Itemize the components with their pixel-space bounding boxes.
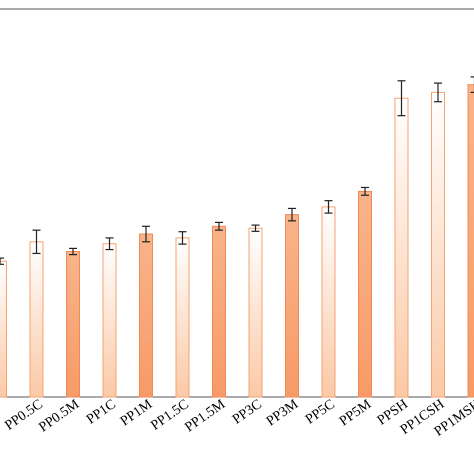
x-tick-label: PP5M xyxy=(337,397,375,430)
bar-pp0-5c xyxy=(29,241,44,398)
bar-pp5c xyxy=(321,206,336,398)
error-bars-group xyxy=(0,76,474,265)
bar-pp3c xyxy=(248,227,263,398)
error-bar xyxy=(142,225,150,243)
bar-pp0-5m xyxy=(66,251,80,398)
error-bar xyxy=(178,231,187,245)
bar-pp1csh xyxy=(431,91,445,398)
error-bar xyxy=(0,257,4,265)
error-bar xyxy=(361,186,369,196)
error-bar xyxy=(470,76,474,94)
x-tick-label: PP3C xyxy=(230,397,265,428)
bar-ppsh xyxy=(394,97,409,398)
bar-first xyxy=(0,260,7,398)
x-tick-label: PP0.5M xyxy=(36,397,82,436)
error-bar xyxy=(251,224,260,232)
error-bar xyxy=(69,247,77,256)
bar-pp1-5c xyxy=(175,237,190,398)
error-bar xyxy=(32,229,41,255)
bar-pp1c xyxy=(102,243,117,398)
x-tick-label: PP1.5M xyxy=(182,397,228,436)
error-bar xyxy=(324,200,333,214)
error-bar xyxy=(105,237,114,251)
bar-pp1msh xyxy=(467,84,474,398)
bar-pp1-5m xyxy=(212,225,226,398)
error-bar xyxy=(215,221,223,231)
x-tick-label: PP1C xyxy=(84,397,119,428)
x-tick-label: PP3M xyxy=(264,397,302,430)
bars-group xyxy=(0,84,474,398)
error-bar xyxy=(288,207,296,222)
bar-pp5m xyxy=(358,190,372,398)
error-bar xyxy=(397,80,406,117)
bar-pp1m xyxy=(139,233,153,398)
x-tick-label: PP5C xyxy=(303,397,338,428)
error-bar xyxy=(434,82,442,103)
bar-pp3m xyxy=(285,214,299,398)
